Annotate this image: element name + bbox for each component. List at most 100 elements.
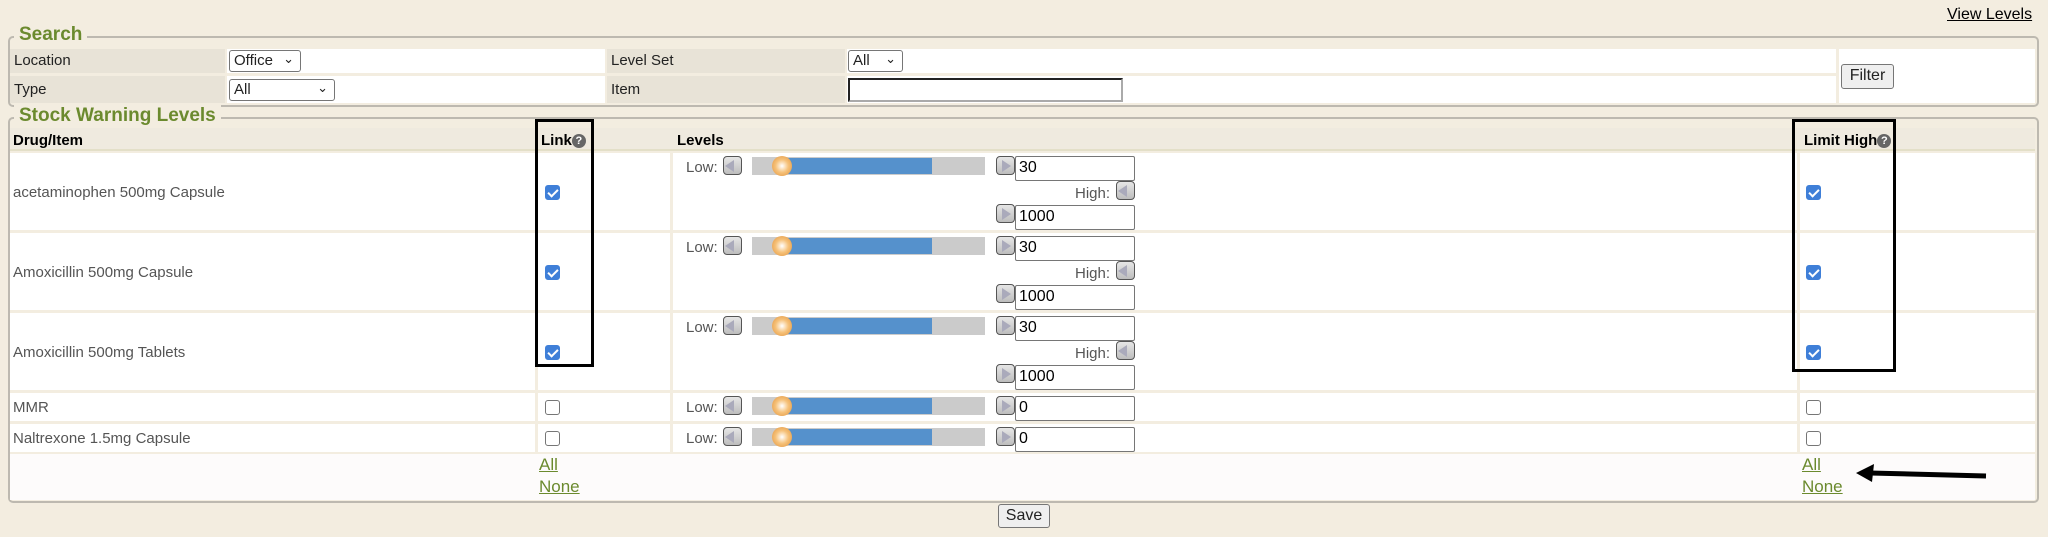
level-slider[interactable] (752, 316, 985, 336)
level-set-select-value: All (853, 52, 870, 69)
drug-item-name: acetaminophen 500mg Capsule (13, 183, 225, 201)
high-value-input[interactable]: 1000 (1015, 285, 1135, 310)
limit-high-checkbox[interactable] (1806, 431, 1821, 446)
low-value-input[interactable]: 0 (1015, 427, 1135, 452)
item-input[interactable] (848, 78, 1123, 102)
level-set-value-cell: All ⌄ (847, 49, 1836, 73)
type-select-value: All (234, 81, 251, 98)
low-label: Low: (686, 239, 718, 256)
low-increase-button[interactable] (996, 427, 1015, 446)
high-label: High: (1075, 185, 1111, 202)
slider-low-handle[interactable] (772, 396, 792, 416)
type-value-cell: All ⌄ (227, 76, 605, 103)
low-decrease-button[interactable] (723, 396, 742, 415)
help-icon[interactable]: ? (571, 134, 586, 148)
limit-high-checkbox[interactable] (1806, 344, 1821, 360)
location-label-cell: Location (10, 49, 225, 73)
drug-item-name: Amoxicillin 500mg Capsule (13, 263, 194, 281)
low-decrease-button[interactable] (723, 156, 742, 175)
low-value-input[interactable]: 30 (1015, 236, 1135, 261)
high-increase-button[interactable] (996, 204, 1015, 223)
link-checkbox[interactable] (545, 184, 560, 200)
chevron-down-icon: ⌄ (317, 80, 328, 95)
table-header-row (10, 128, 2035, 151)
column-divider (1797, 153, 1800, 230)
limit-high-select-none[interactable]: None (1802, 477, 1843, 496)
high-value-input[interactable]: 1000 (1015, 205, 1135, 230)
link-select-none[interactable]: None (539, 477, 580, 496)
slider-low-handle[interactable] (772, 316, 792, 336)
low-label: Low: (686, 430, 718, 447)
slider-range-fill (778, 158, 932, 174)
level-set-select[interactable]: All ⌄ (848, 50, 903, 72)
item-label-cell: Item (607, 76, 845, 103)
type-label-cell: Type (10, 76, 225, 103)
level-slider[interactable] (752, 427, 985, 447)
high-label: High: (1075, 345, 1111, 362)
level-slider[interactable] (752, 156, 985, 176)
high-decrease-button[interactable] (1116, 181, 1135, 200)
low-increase-button[interactable] (996, 396, 1015, 415)
limit-high-checkbox[interactable] (1806, 184, 1821, 200)
limit-high-checkbox[interactable] (1806, 264, 1821, 280)
filter-button[interactable]: Filter (1841, 64, 1894, 89)
low-decrease-button[interactable] (723, 316, 742, 335)
link-checkbox[interactable] (545, 344, 560, 360)
link-select-all[interactable]: All (539, 455, 558, 474)
help-icon[interactable]: ? (1877, 134, 1892, 148)
level-set-label: Level Set (611, 52, 674, 69)
drug-item-name: Amoxicillin 500mg Tablets (13, 343, 186, 361)
view-levels-link[interactable]: View Levels (1947, 6, 2033, 23)
header-link-label: Link (541, 132, 572, 149)
limit-high-select-all[interactable]: All (1802, 455, 1821, 474)
type-select[interactable]: All ⌄ (229, 79, 335, 101)
column-divider (535, 393, 538, 421)
link-checkbox[interactable] (545, 264, 560, 280)
link-column-highlight-box (535, 119, 594, 367)
link-checkbox[interactable] (545, 431, 560, 446)
column-divider (535, 424, 538, 452)
level-slider[interactable] (752, 396, 985, 416)
low-increase-button[interactable] (996, 156, 1015, 175)
footer-row (10, 454, 2035, 500)
low-decrease-button[interactable] (723, 427, 742, 446)
location-select[interactable]: Office ⌄ (229, 50, 301, 72)
column-divider (1797, 424, 1800, 452)
item-value-cell (847, 76, 1836, 103)
column-divider (670, 233, 673, 310)
slider-low-handle[interactable] (772, 236, 792, 256)
save-button[interactable]: Save (998, 504, 1050, 528)
low-value-input[interactable]: 30 (1015, 156, 1135, 181)
slider-range-fill (778, 238, 932, 254)
high-increase-button[interactable] (996, 364, 1015, 383)
annotation-arrow-icon (1856, 464, 1987, 482)
slider-low-handle[interactable] (772, 427, 792, 447)
high-decrease-button[interactable] (1116, 261, 1135, 280)
filter-cell: Filter (1839, 49, 2035, 103)
low-decrease-button[interactable] (723, 236, 742, 255)
limit-high-checkbox[interactable] (1806, 400, 1821, 415)
column-divider (670, 313, 673, 390)
low-increase-button[interactable] (996, 236, 1015, 255)
level-slider[interactable] (752, 236, 985, 256)
low-increase-button[interactable] (996, 316, 1015, 335)
drug-item-name: MMR (13, 399, 49, 416)
column-divider (670, 153, 673, 230)
drug-item-name: Naltrexone 1.5mg Capsule (13, 430, 191, 447)
slider-range-fill (778, 318, 932, 334)
low-value-input[interactable]: 30 (1015, 316, 1135, 341)
high-decrease-button[interactable] (1116, 341, 1135, 360)
slider-low-handle[interactable] (772, 156, 792, 176)
low-label: Low: (686, 319, 718, 336)
level-set-label-cell: Level Set (607, 49, 845, 73)
header-limit-high-label: Limit High (1804, 132, 1878, 149)
chevron-down-icon: ⌄ (283, 51, 294, 66)
column-divider (1797, 393, 1800, 421)
search-fieldset: Search (8, 24, 2039, 107)
location-label: Location (14, 52, 71, 69)
low-value-input[interactable]: 0 (1015, 396, 1135, 421)
high-increase-button[interactable] (996, 284, 1015, 303)
limit-high-column-highlight-box (1792, 119, 1896, 372)
link-checkbox[interactable] (545, 400, 560, 415)
high-value-input[interactable]: 1000 (1015, 365, 1135, 390)
